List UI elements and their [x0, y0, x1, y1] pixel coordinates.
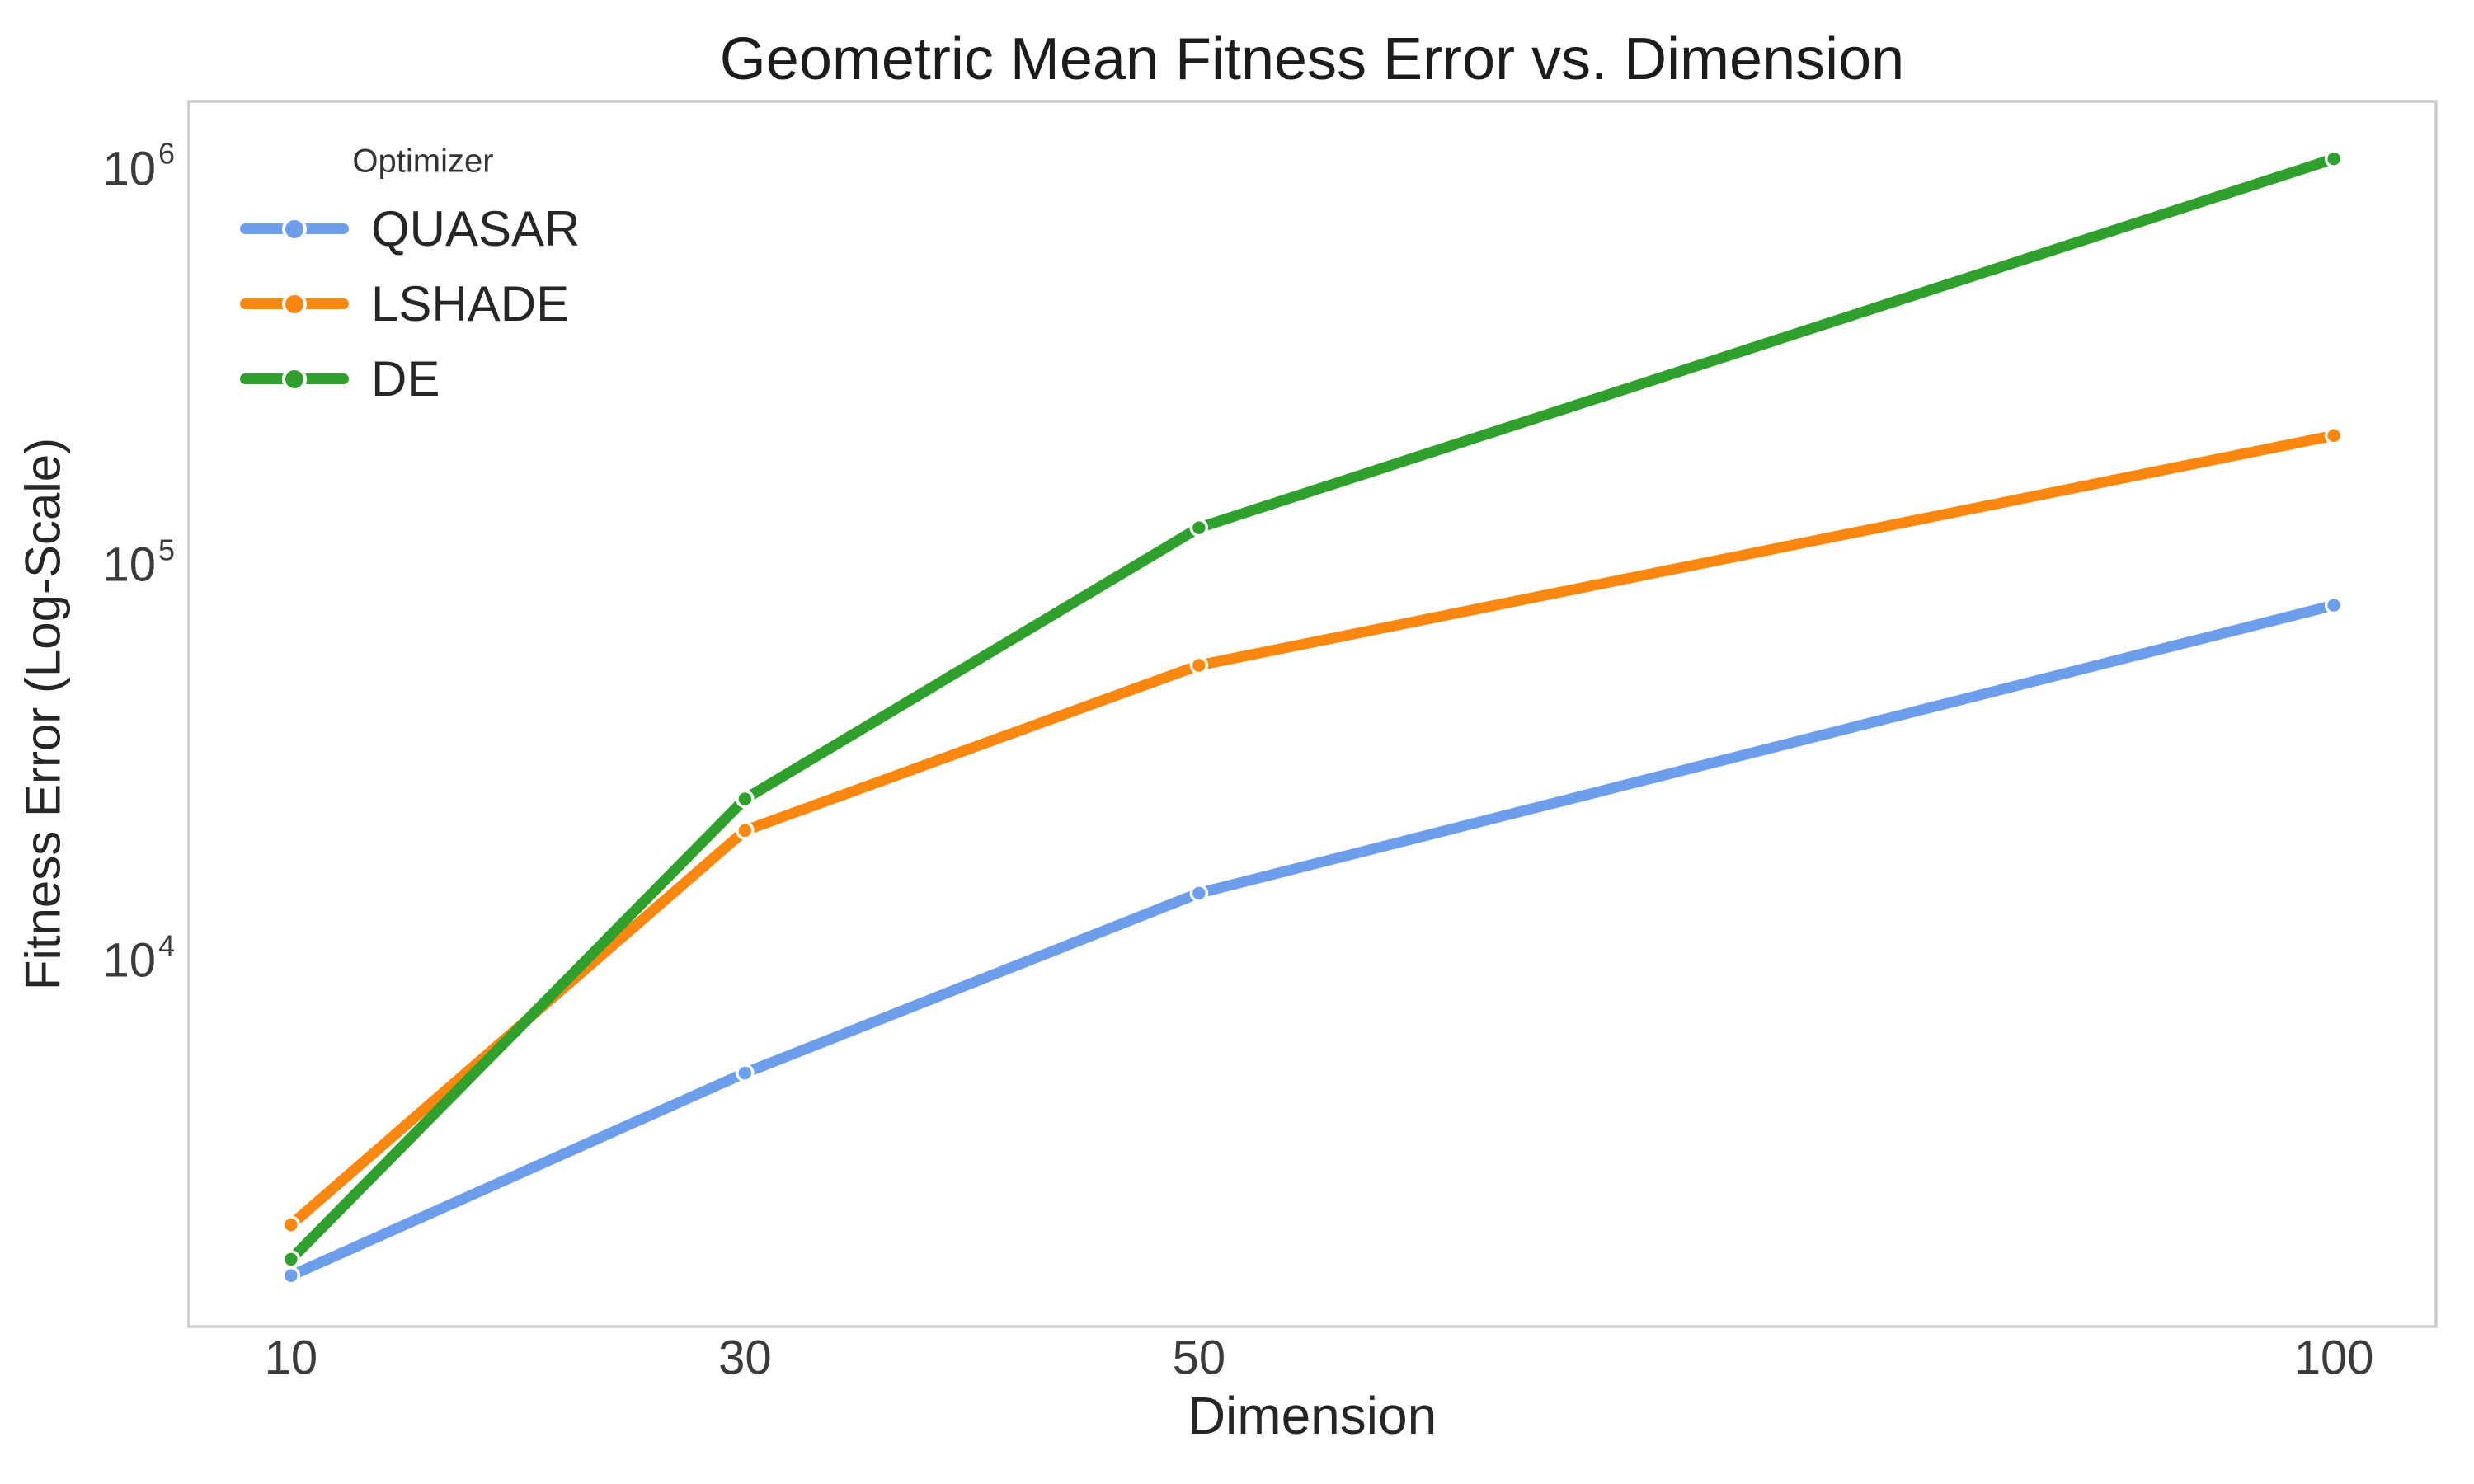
- x-tick-100: 100: [2293, 1331, 2374, 1385]
- legend-line-marker-icon: [240, 291, 349, 317]
- y-axis-label: Fitness Error (Log-Scale): [15, 437, 71, 991]
- data-point-quasar-100: [2324, 595, 2344, 615]
- y-tick-1e6: 106: [102, 136, 175, 196]
- data-point-de-30: [736, 789, 755, 809]
- x-tick-30: 30: [718, 1331, 772, 1385]
- data-point-quasar-50: [1189, 884, 1209, 903]
- x-tick-50: 50: [1172, 1331, 1226, 1385]
- legend-entry-label: DE: [371, 351, 440, 406]
- data-point-quasar-30: [736, 1064, 755, 1082]
- series-line-lshade: [285, 430, 2340, 1231]
- x-tick-10: 10: [264, 1331, 318, 1385]
- legend-dot-icon: [282, 216, 307, 242]
- y-tick-1e4: 104: [102, 928, 175, 988]
- data-point-lshade-50: [1189, 655, 1209, 675]
- data-point-lshade-30: [736, 821, 755, 840]
- x-axis-label: Dimension: [1187, 1386, 1437, 1445]
- legend-dot-icon: [282, 291, 307, 317]
- chart-title: Geometric Mean Fitness Error vs. Dimensi…: [719, 26, 1905, 92]
- data-point-de-10: [281, 1250, 301, 1269]
- y-tick-1e5: 105: [102, 532, 175, 592]
- legend-entry-quasar: QUASAR: [240, 201, 580, 256]
- legend-entry-label: LSHADE: [371, 276, 570, 331]
- legend: QUASAR LSHADE DE: [240, 201, 580, 406]
- data-point-de-100: [2324, 149, 2344, 168]
- data-point-lshade-100: [2324, 425, 2344, 445]
- legend-dot-icon: [282, 366, 307, 392]
- data-point-lshade-10: [281, 1215, 301, 1234]
- legend-line-marker-icon: [240, 216, 349, 242]
- legend-entry-lshade: LSHADE: [240, 276, 580, 331]
- legend-title: Optimizer: [352, 143, 494, 180]
- legend-line-marker-icon: [240, 366, 349, 392]
- data-point-quasar-10: [281, 1266, 301, 1285]
- axes-frame: [187, 100, 2438, 1328]
- legend-entry-de: DE: [240, 351, 580, 406]
- legend-entry-label: QUASAR: [371, 201, 581, 256]
- data-point-de-50: [1189, 518, 1209, 538]
- series-line-de: [285, 153, 2340, 1265]
- series-line-quasar: [285, 599, 2340, 1281]
